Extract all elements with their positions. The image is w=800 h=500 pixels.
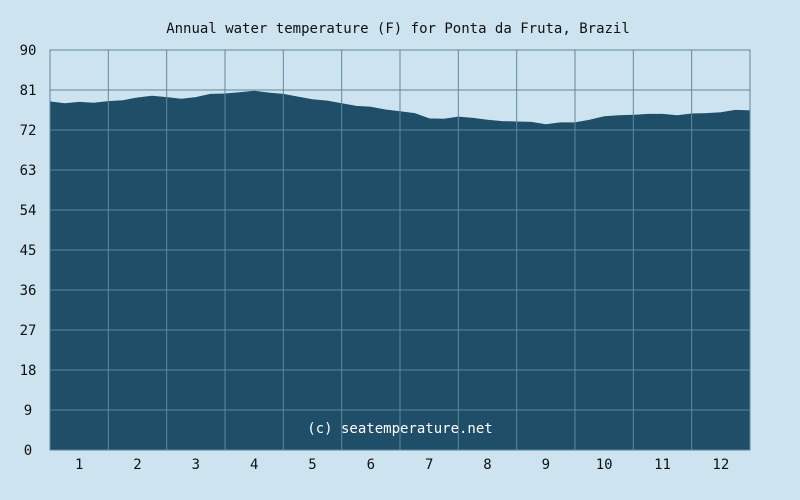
x-tick-label: 10 [596, 457, 613, 473]
y-tick-label: 36 [20, 283, 37, 299]
x-tick-label: 9 [542, 457, 550, 473]
grid [50, 49, 750, 451]
x-tick-label: 1 [75, 457, 83, 473]
y-axis-ticks: 0 9 18 27 36 45 54 63 72 81 90 [20, 43, 37, 459]
y-tick-label: 90 [20, 43, 37, 59]
y-tick-label: 9 [24, 403, 32, 419]
x-tick-label: 2 [133, 457, 141, 473]
x-tick-label: 3 [192, 457, 200, 473]
x-axis-ticks: 1 2 3 4 5 6 7 8 9 10 11 12 [75, 457, 729, 473]
x-tick-label: 7 [425, 457, 433, 473]
x-tick-label: 8 [483, 457, 491, 473]
chart-title: Annual water temperature (F) for Ponta d… [166, 21, 630, 37]
y-tick-label: 18 [20, 363, 37, 379]
y-tick-label: 54 [20, 203, 37, 219]
x-tick-label: 11 [654, 457, 671, 473]
y-tick-label: 27 [20, 323, 37, 339]
x-tick-label: 4 [250, 457, 258, 473]
x-tick-label: 5 [308, 457, 316, 473]
y-tick-label: 81 [20, 83, 37, 99]
x-tick-label: 12 [712, 457, 729, 473]
plot-border [49, 49, 751, 451]
copyright-credit: (c) seatemperature.net [307, 421, 492, 437]
y-tick-label: 63 [20, 163, 37, 179]
y-tick-label: 0 [24, 443, 32, 459]
x-tick-label: 6 [367, 457, 375, 473]
y-tick-label: 72 [20, 123, 37, 139]
y-tick-label: 45 [20, 243, 37, 259]
